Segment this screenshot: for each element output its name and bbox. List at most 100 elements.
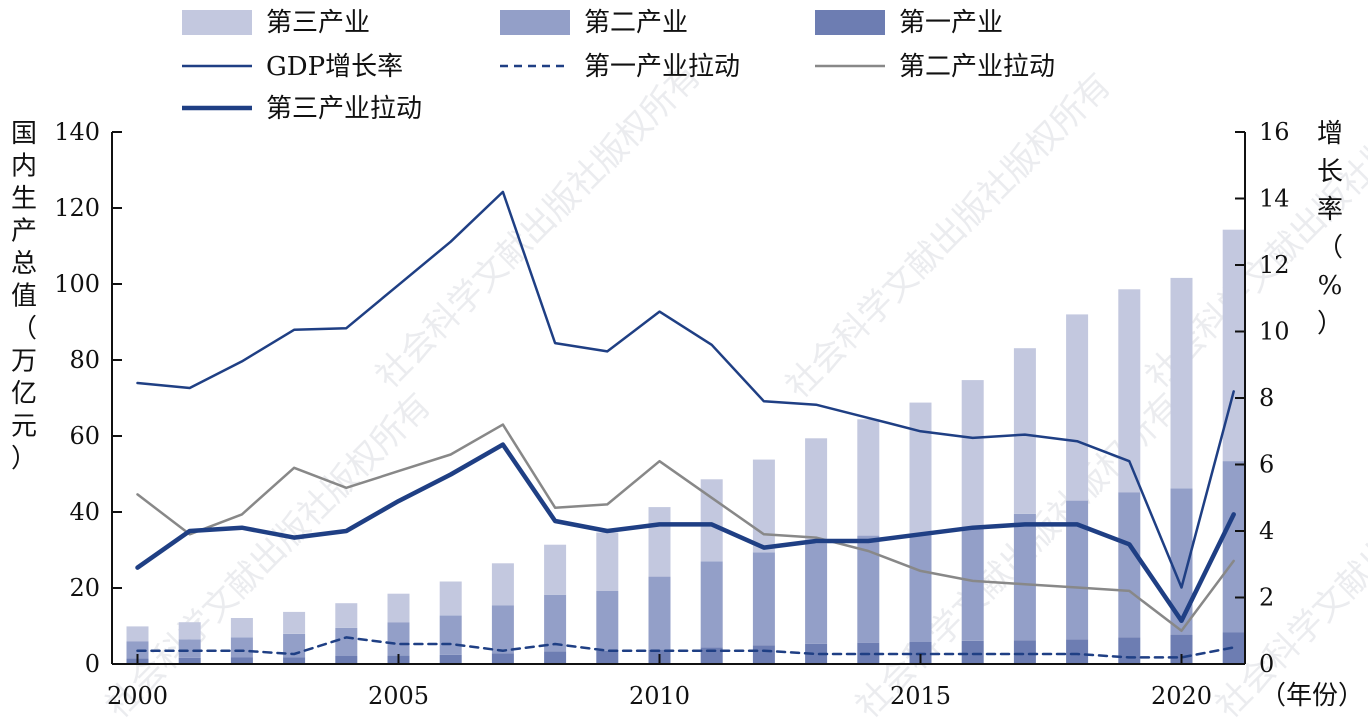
legend-label-4: GDP增长率 (266, 52, 403, 82)
x-tick-label: 2020 (1151, 682, 1212, 710)
bar-3-2017 (1013, 348, 1036, 514)
right-tick-label: 0 (1259, 650, 1274, 678)
bar-2-2007 (491, 605, 514, 654)
line-series-4 (135, 442, 1236, 624)
bar-3-2019 (1118, 289, 1141, 493)
bar-3-2006 (439, 581, 462, 616)
bar-3-2009 (596, 532, 619, 591)
legend-swatch-2 (500, 10, 570, 35)
legend-label-2: 第二产业 (584, 8, 688, 38)
bar-2-2010 (648, 576, 671, 650)
bar-2-2020 (1170, 488, 1193, 635)
left-axis-label: 国内生产总值（万亿元） (11, 119, 37, 474)
bar-3-2010 (648, 507, 671, 577)
right-tick-label: 14 (1259, 185, 1290, 213)
line-series-2 (136, 636, 1235, 659)
legend-label-1: 第三产业 (266, 8, 370, 38)
legend-swatch-3 (815, 10, 885, 35)
bar-1-2019 (1118, 637, 1141, 664)
bar-1-2017 (1013, 640, 1036, 664)
bar-3-2005 (387, 593, 410, 623)
bar-1-2001 (178, 657, 201, 664)
legend-label-3: 第一产业 (899, 8, 1003, 38)
bar-2-2002 (230, 637, 253, 658)
left-tick-label: 140 (54, 118, 100, 146)
legend-swatch-1 (182, 10, 252, 35)
left-tick-label: 40 (69, 498, 100, 526)
bar-2-2005 (387, 622, 410, 656)
bar-2-2019 (1118, 492, 1141, 638)
bar-3-2007 (491, 563, 514, 606)
left-tick-label: 120 (54, 194, 100, 222)
x-axis-label: （年份） (1260, 681, 1364, 711)
bar-1-2007 (491, 653, 514, 664)
bar-3-2018 (1066, 314, 1089, 501)
bar-2-2012 (752, 552, 775, 646)
right-tick-label: 2 (1259, 584, 1274, 612)
right-tick-label: 12 (1259, 251, 1290, 279)
bar-3-2000 (126, 626, 149, 642)
bar-3-2013 (805, 438, 828, 544)
bar-3-2014 (857, 419, 880, 536)
bar-1-2003 (283, 657, 306, 664)
bar-2-2008 (544, 594, 567, 652)
bar-1-2004 (335, 656, 358, 664)
right-tick-label: 6 (1259, 451, 1274, 479)
bar-3-2004 (335, 603, 358, 628)
bar-2-2021 (1222, 461, 1245, 633)
x-tick-label: 2000 (107, 682, 168, 710)
legend-label-5: 第一产业拉动 (584, 52, 740, 82)
line-series-3 (136, 423, 1235, 633)
bar-2-2011 (700, 561, 723, 648)
left-tick-label: 0 (85, 650, 100, 678)
left-tick-label: 20 (69, 574, 100, 602)
bars-layer (126, 229, 1245, 664)
x-tick-label: 2005 (368, 682, 429, 710)
bar-3-2001 (178, 622, 201, 640)
bar-2-2015 (909, 534, 932, 642)
right-tick-label: 16 (1259, 118, 1290, 146)
bar-2-2006 (439, 615, 462, 655)
bar-1-2008 (544, 651, 567, 664)
bar-3-2003 (283, 611, 306, 634)
bar-1-2016 (961, 640, 984, 664)
right-tick-label: 4 (1259, 517, 1274, 545)
bar-2-2013 (805, 543, 828, 644)
bar-3-2012 (752, 459, 775, 553)
bar-1-2009 (596, 650, 619, 664)
left-tick-label: 100 (54, 270, 100, 298)
right-axis-label: 增长率（%） (1317, 119, 1343, 339)
bar-3-2020 (1170, 277, 1193, 489)
watermark-text: 社会科学文献出版社版权所有 (98, 386, 439, 720)
x-tick-label: 2015 (890, 682, 951, 710)
left-tick-label: 80 (69, 346, 100, 374)
lines-layer (135, 190, 1236, 659)
x-tick-label: 2010 (629, 682, 690, 710)
axes-layer: 0 20 40 60 80 100 120 140 0 2 4 6 8 10 12 14 16 2000 2005 2… (11, 118, 1364, 711)
left-tick-label: 60 (69, 422, 100, 450)
bar-2-2017 (1013, 513, 1036, 641)
right-tick-label: 10 (1259, 318, 1290, 346)
bar-1-2002 (230, 657, 253, 664)
bar-2-2001 (178, 639, 201, 658)
bar-3-2015 (909, 402, 932, 535)
bar-2-2018 (1066, 500, 1089, 640)
bar-1-2018 (1066, 639, 1089, 664)
bar-2-2014 (857, 535, 880, 643)
bar-1-2006 (439, 654, 462, 664)
bar-3-2008 (544, 544, 567, 595)
bar-2-2004 (335, 627, 358, 656)
legend-label-6: 第二产业拉动 (899, 52, 1055, 82)
legend-label-7: 第三产业拉动 (266, 94, 422, 124)
bar-3-2011 (700, 479, 723, 562)
bar-2-2016 (961, 528, 984, 641)
bar-3-2002 (230, 618, 253, 638)
bar-1-2013 (805, 643, 828, 664)
bar-2-2009 (596, 591, 619, 651)
bar-1-2021 (1222, 632, 1245, 664)
bar-1-2012 (752, 645, 775, 664)
bar-3-2016 (961, 380, 984, 529)
